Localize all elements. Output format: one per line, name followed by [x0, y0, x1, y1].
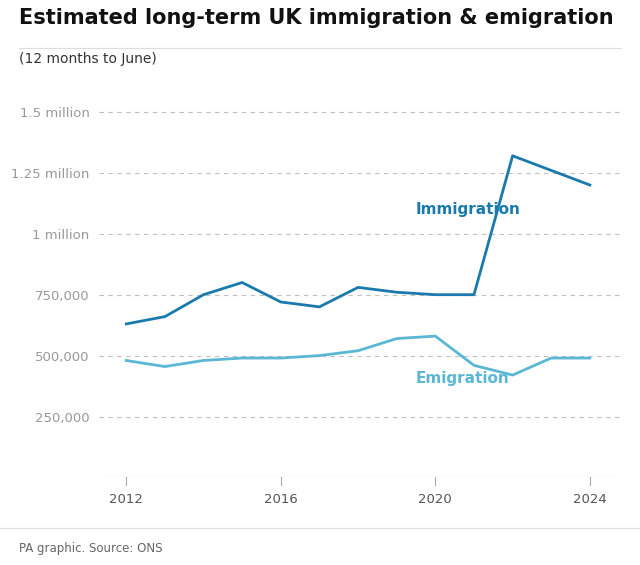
Text: (12 months to June): (12 months to June)	[19, 52, 157, 66]
Text: Emigration: Emigration	[416, 371, 510, 385]
Text: PA graphic. Source: ONS: PA graphic. Source: ONS	[19, 542, 163, 555]
Text: Estimated long-term UK immigration & emigration: Estimated long-term UK immigration & emi…	[19, 8, 614, 28]
Text: Immigration: Immigration	[416, 202, 521, 217]
